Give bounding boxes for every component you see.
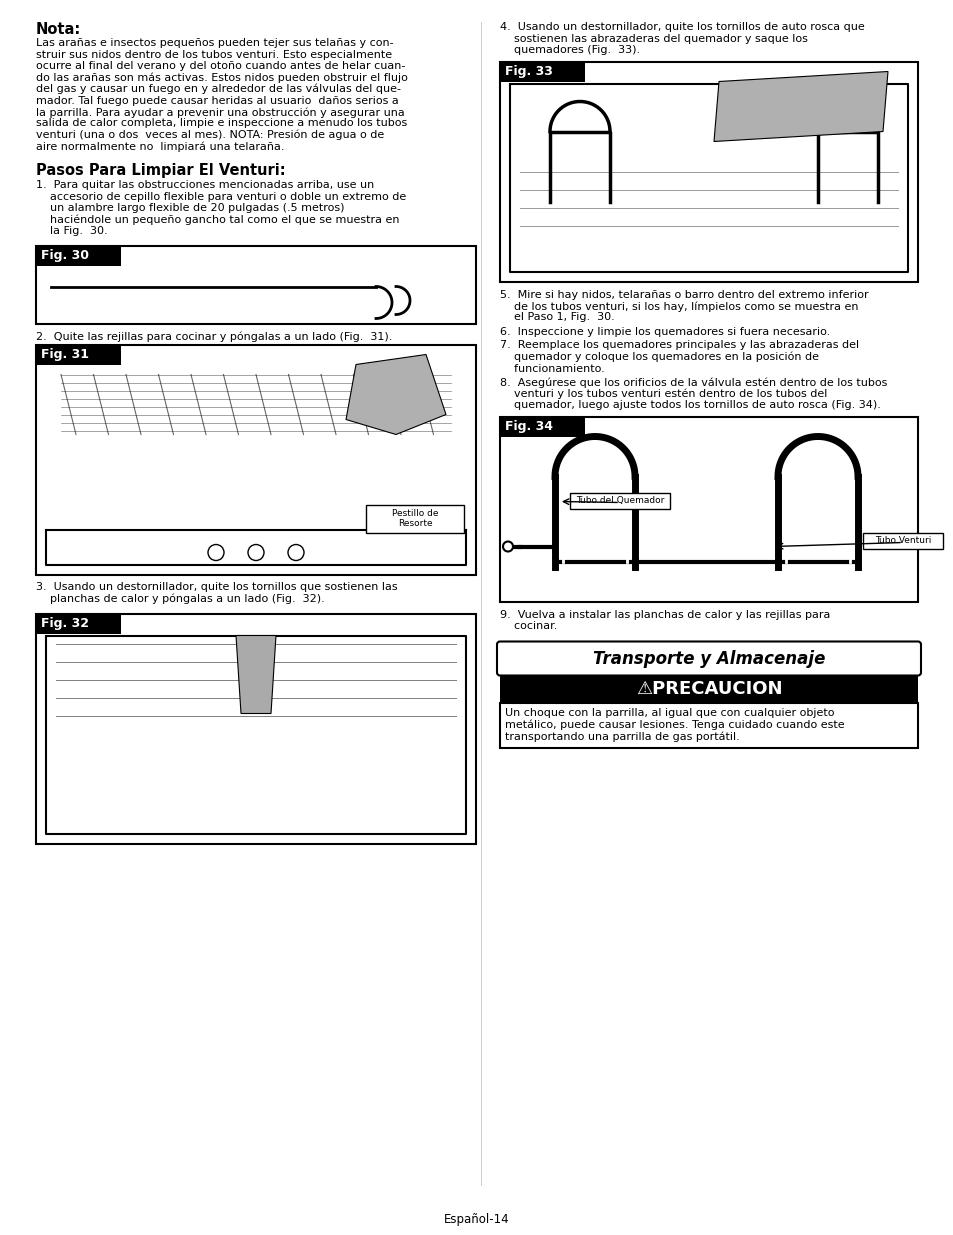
Text: el Paso 1, Fig.  30.: el Paso 1, Fig. 30.	[499, 312, 614, 322]
Text: struir sus nidos dentro de los tubos venturi. Esto especialmente: struir sus nidos dentro de los tubos ven…	[36, 49, 392, 59]
Text: un alambre largo flexible de 20 pulgadas (.5 metros): un alambre largo flexible de 20 pulgadas…	[36, 203, 344, 212]
Text: 7.  Reemplace los quemadores principales y las abrazaderas del: 7. Reemplace los quemadores principales …	[499, 341, 859, 351]
Circle shape	[502, 541, 513, 552]
Text: cocinar.: cocinar.	[499, 621, 557, 631]
Text: sostienen las abrazaderas del quemador y saque los: sostienen las abrazaderas del quemador y…	[499, 33, 807, 43]
Text: 6.  Inspeccione y limpie los quemadores si fuera necesario.: 6. Inspeccione y limpie los quemadores s…	[499, 327, 829, 337]
Bar	[499, 62, 584, 82]
Text: ⚠PRECAUCION: ⚠PRECAUCION	[635, 679, 781, 698]
Text: Tubo Venturi: Tubo Venturi	[874, 536, 930, 545]
Polygon shape	[713, 72, 887, 142]
Bar	[499, 416, 917, 601]
Text: Tubo del Quemador: Tubo del Quemador	[576, 496, 663, 505]
Bar	[862, 532, 942, 548]
Bar	[569, 493, 669, 509]
Text: Fig. 31: Fig. 31	[41, 348, 89, 361]
Text: 2.  Quite las rejillas para cocinar y póngalas a un lado (Fig.  31).: 2. Quite las rejillas para cocinar y pón…	[36, 331, 392, 342]
Text: haciéndole un pequeño gancho tal como el que se muestra en: haciéndole un pequeño gancho tal como el…	[36, 215, 399, 225]
FancyBboxPatch shape	[497, 641, 920, 676]
Text: quemador y coloque los quemadores en la posición de: quemador y coloque los quemadores en la …	[499, 352, 818, 363]
Text: Las arañas e insectos pequeños pueden tejer sus telañas y con-: Las arañas e insectos pequeños pueden te…	[36, 38, 394, 48]
Text: 4.  Usando un destornillador, quite los tornillos de auto rosca que: 4. Usando un destornillador, quite los t…	[499, 22, 863, 32]
Circle shape	[208, 545, 224, 561]
Text: planchas de calor y póngalas a un lado (Fig.  32).: planchas de calor y póngalas a un lado (…	[36, 594, 324, 604]
Text: ocurre al final del verano y del otoño cuando antes de helar cuan-: ocurre al final del verano y del otoño c…	[36, 61, 405, 70]
Text: Pestillo de
Resorte: Pestillo de Resorte	[392, 509, 437, 529]
Text: do las arañas son más activas. Estos nidos pueden obstruir el flujo: do las arañas son más activas. Estos nid…	[36, 73, 408, 83]
Text: Transporte y Almacenaje: Transporte y Almacenaje	[592, 650, 824, 667]
Bar	[36, 345, 121, 364]
Bar	[499, 62, 917, 282]
Bar	[36, 345, 476, 574]
Text: funcionamiento.: funcionamiento.	[499, 363, 604, 373]
Text: venturi (una o dos  veces al mes). NOTA: Presión de agua o de: venturi (una o dos veces al mes). NOTA: …	[36, 130, 384, 141]
Text: de los tubos venturi, si los hay, límpielos como se muestra en: de los tubos venturi, si los hay, límpie…	[499, 301, 858, 311]
Bar	[36, 246, 476, 324]
Text: metálico, puede causar lesiones. Tenga cuidado cuando este: metálico, puede causar lesiones. Tenga c…	[504, 720, 843, 730]
Text: Fig. 33: Fig. 33	[504, 65, 553, 78]
Bar	[499, 676, 917, 701]
Text: quemadores (Fig.  33).: quemadores (Fig. 33).	[499, 44, 639, 56]
Text: del gas y causar un fuego en y alrededor de las válvulas del que-: del gas y causar un fuego en y alrededor…	[36, 84, 400, 95]
Text: salida de calor completa, limpie e inspeccione a menudo los tubos: salida de calor completa, limpie e inspe…	[36, 119, 407, 128]
Circle shape	[248, 545, 264, 561]
Text: mador. Tal fuego puede causar heridas al usuario  daños serios a: mador. Tal fuego puede causar heridas al…	[36, 95, 398, 105]
Text: 8.  Asegúrese que los orificios de la válvula estén dentro de los tubos: 8. Asegúrese que los orificios de la vál…	[499, 377, 886, 388]
Text: accesorio de cepillo flexible para venturi o doble un extremo de: accesorio de cepillo flexible para ventu…	[36, 191, 406, 201]
Bar	[36, 246, 121, 266]
Text: Fig. 32: Fig. 32	[41, 618, 89, 630]
Text: Fig. 30: Fig. 30	[41, 249, 89, 262]
Bar	[36, 614, 121, 634]
Polygon shape	[235, 636, 275, 714]
Text: la Fig.  30.: la Fig. 30.	[36, 226, 108, 236]
Bar	[499, 416, 584, 436]
Text: 9.  Vuelva a instalar las planchas de calor y las rejillas para: 9. Vuelva a instalar las planchas de cal…	[499, 610, 829, 620]
Circle shape	[288, 545, 304, 561]
Text: transportando una parrilla de gas portátil.: transportando una parrilla de gas portát…	[504, 731, 739, 742]
Polygon shape	[346, 354, 446, 435]
Text: Español-14: Español-14	[444, 1213, 509, 1226]
Bar	[366, 505, 463, 532]
Text: 5.  Mire si hay nidos, telarañas o barro dentro del extremo inferior: 5. Mire si hay nidos, telarañas o barro …	[499, 289, 868, 300]
Text: Un choque con la parrilla, al igual que con cualquier objeto: Un choque con la parrilla, al igual que …	[504, 709, 834, 719]
Text: Nota:: Nota:	[36, 22, 81, 37]
Text: Fig. 34: Fig. 34	[504, 420, 553, 433]
Text: 3.  Usando un destornillador, quite los tornillos que sostienen las: 3. Usando un destornillador, quite los t…	[36, 583, 397, 593]
Text: 1.  Para quitar las obstrucciones mencionadas arriba, use un: 1. Para quitar las obstrucciones mencion…	[36, 180, 374, 190]
Text: Pasos Para Limpiar El Venturi:: Pasos Para Limpiar El Venturi:	[36, 163, 285, 178]
Text: quemador, luego ajuste todos los tornillos de auto rosca (Fig. 34).: quemador, luego ajuste todos los tornill…	[499, 400, 880, 410]
Bar	[36, 614, 476, 844]
Text: venturi y los tubos venturi estén dentro de los tubos del: venturi y los tubos venturi estén dentro…	[499, 389, 826, 399]
Text: aire normalmente no  limpiará una telaraña.: aire normalmente no limpiará una telarañ…	[36, 142, 284, 152]
Bar	[499, 703, 917, 747]
Text: la parrilla. Para ayudar a prevenir una obstrucción y asegurar una: la parrilla. Para ayudar a prevenir una …	[36, 107, 404, 117]
